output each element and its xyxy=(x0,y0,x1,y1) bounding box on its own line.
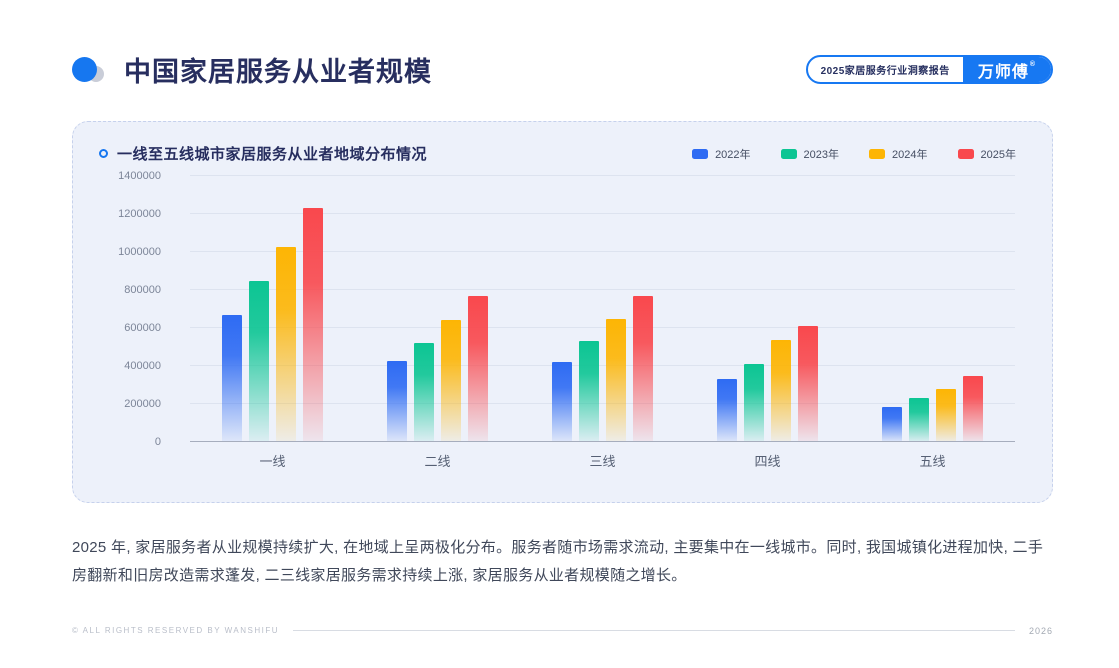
bar-2025年-一线 xyxy=(303,208,323,442)
bar-group-一线: 一线 xyxy=(190,176,355,469)
legend-item-2024年: 2024年 xyxy=(869,146,928,162)
bar-group-三线: 三线 xyxy=(520,176,685,469)
legend-swatch xyxy=(957,148,974,159)
bar-groups: 一线 二线 三线 四线 五线 xyxy=(190,176,1015,469)
bars xyxy=(717,176,818,442)
y-tick-label: 0 xyxy=(154,436,161,448)
bar-2024年-五线 xyxy=(936,388,956,442)
registered-mark: ® xyxy=(1029,61,1036,68)
bar-group-二线: 二线 xyxy=(355,176,520,469)
summary-text: 2025 年, 家居服务者从业规模持续扩大, 在地域上呈两极化分布。服务者随市场… xyxy=(72,539,1044,584)
brand-logo: 万师傅 ® xyxy=(962,57,1051,82)
x-tick-label: 一线 xyxy=(259,454,286,469)
bar-chart: 0 200000 400000 600000 800000 1000000 1200000 1… xyxy=(99,170,1022,478)
bar-2022年-五线 xyxy=(882,406,902,442)
title-wrap: 中国家居服务从业者规模 xyxy=(72,50,432,89)
footer: © ALL RIGHTS RESERVED BY WANSHIFU 2026 xyxy=(72,626,1053,636)
bar-2024年-一线 xyxy=(276,247,296,442)
bar-2024年-三线 xyxy=(606,319,626,442)
x-tick-label: 四线 xyxy=(754,454,781,469)
report-badge: 2025家居服务行业洞察报告 万师傅 ® xyxy=(805,55,1053,84)
chart-title: 一线至五线城市家居服务从业者地域分布情况 xyxy=(117,146,428,163)
legend-label: 2025年 xyxy=(980,148,1016,161)
bar-2022年-三线 xyxy=(552,362,572,442)
brand-name: 万师傅 xyxy=(977,63,1029,81)
y-tick-label: 1200000 xyxy=(118,208,161,220)
chart-panel: 一线至五线城市家居服务从业者地域分布情况 2022年 2023年 2024年 2025… xyxy=(72,121,1053,503)
bar-2025年-三线 xyxy=(633,295,653,442)
bar-2025年-四线 xyxy=(798,326,818,442)
x-tick-label: 三线 xyxy=(589,454,616,469)
gridline xyxy=(190,213,1015,214)
bar-2023年-二线 xyxy=(414,343,434,442)
gridline xyxy=(190,403,1015,404)
legend-label: 2022年 xyxy=(715,148,751,161)
chart-title-wrap: 一线至五线城市家居服务从业者地域分布情况 xyxy=(99,143,427,164)
legend-item-2023年: 2023年 xyxy=(780,146,840,162)
legend-swatch xyxy=(869,148,886,159)
bar-2023年-一线 xyxy=(249,281,269,442)
legend-swatch xyxy=(780,148,797,159)
bar-2023年-三线 xyxy=(579,341,599,442)
y-tick-label: 1400000 xyxy=(118,170,161,182)
gridline xyxy=(190,327,1015,328)
header: 中国家居服务从业者规模 2025家居服务行业洞察报告 万师傅 ® xyxy=(72,50,1053,89)
bar-group-四线: 四线 xyxy=(685,176,850,469)
copyright-text: © ALL RIGHTS RESERVED BY WANSHIFU xyxy=(72,626,279,635)
chart-panel-header: 一线至五线城市家居服务从业者地域分布情况 2022年 2023年 2024年 2025… xyxy=(99,143,1022,164)
legend: 2022年 2023年 2024年 2025年 xyxy=(692,146,1022,162)
x-tick-label: 五线 xyxy=(919,454,946,469)
bar-2024年-二线 xyxy=(441,320,461,442)
page-title: 中国家居服务从业者规模 xyxy=(124,57,432,87)
bar-2022年-一线 xyxy=(222,314,242,442)
legend-swatch xyxy=(692,148,709,159)
bar-2022年-四线 xyxy=(717,379,737,442)
gridline xyxy=(190,175,1015,176)
title-bullet-icon xyxy=(72,56,110,83)
gridline xyxy=(190,289,1015,290)
bars xyxy=(222,176,323,442)
report-badge-label: 2025家居服务行业洞察报告 xyxy=(820,66,950,77)
footer-divider xyxy=(293,630,1015,631)
bar-2023年-五线 xyxy=(909,398,929,442)
bar-2022年-二线 xyxy=(387,361,407,442)
ring-icon xyxy=(99,149,108,158)
bar-2025年-二线 xyxy=(468,295,488,442)
bars xyxy=(552,176,653,442)
bar-2025年-五线 xyxy=(963,376,983,442)
blue-dot-icon xyxy=(72,56,97,82)
y-tick-label: 1000000 xyxy=(118,246,161,258)
legend-item-2025年: 2025年 xyxy=(957,146,1016,162)
plot-area: 一线 二线 三线 四线 五线 xyxy=(190,175,1015,469)
bar-2024年-四线 xyxy=(771,340,791,442)
x-axis-line xyxy=(190,441,1015,442)
legend-item-2022年: 2022年 xyxy=(692,146,751,162)
gridline xyxy=(190,365,1015,366)
legend-label: 2024年 xyxy=(892,148,928,161)
y-axis-labels: 0 200000 400000 600000 800000 1000000 1200000 1… xyxy=(99,170,161,448)
x-tick-label: 二线 xyxy=(424,454,451,469)
bars xyxy=(387,176,488,442)
y-tick-label: 800000 xyxy=(124,284,161,296)
y-tick-label: 200000 xyxy=(124,398,161,410)
legend-label: 2023年 xyxy=(803,148,840,161)
y-tick-label: 400000 xyxy=(124,360,161,372)
bar-2023年-四线 xyxy=(744,364,764,442)
page-number: 2026 xyxy=(1028,625,1053,636)
y-tick-label: 600000 xyxy=(124,322,161,334)
bars xyxy=(882,176,983,442)
gridline xyxy=(190,251,1015,252)
bar-group-五线: 五线 xyxy=(850,176,1015,469)
